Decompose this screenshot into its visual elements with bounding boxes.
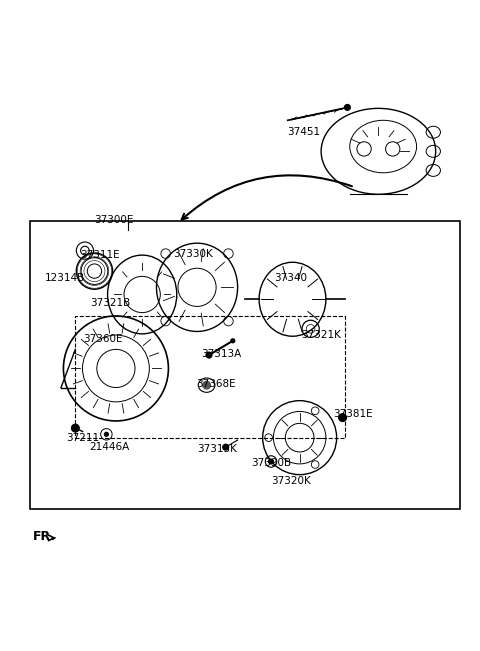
Circle shape (105, 432, 108, 436)
Circle shape (345, 105, 350, 110)
Text: 37321B: 37321B (90, 298, 130, 307)
Text: 37300E: 37300E (95, 215, 134, 225)
Text: 21446A: 21446A (90, 442, 130, 452)
Circle shape (269, 459, 274, 464)
Text: 37313K: 37313K (197, 443, 237, 454)
Circle shape (203, 381, 210, 389)
Text: 37381E: 37381E (333, 409, 372, 419)
Circle shape (231, 339, 235, 342)
Bar (30, 221, 459, 509)
Text: 37390B: 37390B (252, 458, 291, 468)
Circle shape (339, 414, 347, 421)
Text: 37330K: 37330K (173, 249, 213, 259)
Text: FR.: FR. (33, 530, 56, 543)
Text: 37311E: 37311E (80, 250, 120, 260)
Text: 37340: 37340 (275, 273, 307, 283)
Text: 37451: 37451 (287, 127, 320, 137)
Bar (75, 316, 345, 437)
Text: 12314B: 12314B (44, 273, 84, 283)
Circle shape (72, 424, 79, 432)
Text: 37360E: 37360E (84, 334, 123, 344)
Text: 37313A: 37313A (201, 349, 241, 359)
Circle shape (206, 352, 212, 358)
Text: 37321K: 37321K (301, 330, 341, 340)
Text: 37368E: 37368E (196, 379, 236, 389)
Text: 37320K: 37320K (271, 476, 311, 486)
Text: 37211: 37211 (66, 433, 99, 443)
Circle shape (223, 445, 228, 450)
